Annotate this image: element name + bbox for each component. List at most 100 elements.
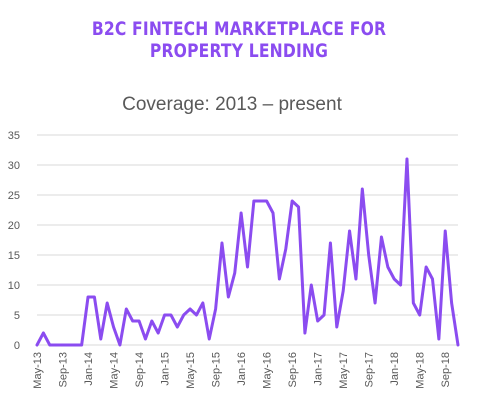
data-point: [61, 343, 64, 347]
y-tick-label: 30: [8, 160, 20, 172]
data-point: [341, 289, 345, 293]
data-point: [112, 325, 115, 329]
data-point: [310, 283, 313, 287]
data-point: [99, 337, 102, 341]
data-point: [444, 229, 447, 233]
data-point: [182, 313, 185, 317]
data-point: [418, 313, 421, 317]
data-point: [386, 265, 390, 269]
data-point: [156, 331, 160, 335]
data-point: [105, 301, 109, 305]
x-tick-label: Jan-16: [236, 352, 248, 386]
data-point: [265, 199, 268, 203]
data-point: [176, 325, 179, 329]
x-tick-label: May-15: [185, 352, 197, 389]
data-point: [297, 205, 300, 209]
data-point: [86, 295, 90, 299]
series-group: [35, 157, 460, 347]
data-point: [450, 301, 453, 305]
x-axis: May-13 Sep-13 Jan-14 May-14 Sep-14 Jan-15 May-…: [32, 352, 452, 389]
data-point: [48, 343, 51, 347]
series-line: [35, 157, 460, 347]
x-tick-label: Sep-13: [58, 352, 70, 387]
data-point: [348, 229, 351, 233]
data-point: [303, 331, 307, 335]
data-point: [80, 343, 83, 347]
x-tick-label: May-17: [338, 352, 350, 389]
x-tick-label: May-16: [262, 352, 274, 389]
data-point: [208, 337, 211, 341]
x-tick-label: May-18: [415, 352, 427, 389]
y-tick-label: 35: [8, 130, 20, 142]
data-point: [271, 211, 275, 215]
data-point: [131, 319, 134, 323]
data-point: [67, 343, 71, 347]
data-point: [316, 319, 319, 323]
data-point: [233, 271, 236, 275]
y-tick-label: 20: [8, 220, 20, 232]
data-point: [412, 301, 415, 305]
x-tick-label: Jan-17: [313, 352, 325, 386]
data-point: [373, 301, 377, 305]
y-tick-label: 15: [8, 250, 20, 262]
data-point: [393, 277, 396, 281]
x-tick-label: Jan-18: [389, 352, 401, 386]
data-point: [259, 199, 262, 203]
data-point: [380, 235, 383, 239]
data-point: [118, 343, 122, 347]
x-tick-label: Sep-18: [440, 352, 452, 387]
data-point: [214, 307, 217, 311]
x-tick-label: May-14: [109, 352, 121, 389]
data-point: [278, 277, 281, 281]
data-point: [405, 157, 409, 161]
x-tick-label: Sep-17: [364, 352, 376, 387]
x-tick-label: May-13: [32, 352, 44, 389]
x-tick-label: Jan-15: [160, 352, 172, 386]
data-point: [137, 319, 141, 323]
data-point: [431, 277, 434, 281]
data-point: [284, 247, 287, 251]
x-tick-label: Sep-14: [134, 352, 146, 387]
chart-title: Coverage: 2013 – present: [122, 94, 342, 115]
x-tick-label: Sep-15: [211, 352, 223, 387]
data-point: [424, 265, 428, 269]
data-point: [74, 343, 77, 347]
data-point: [456, 343, 460, 347]
data-point: [169, 313, 173, 317]
page-title: B2C FINTECH MARKETPLACE FOR PROPERTY LEN…: [91, 18, 387, 62]
data-point: [367, 253, 370, 257]
data-point: [93, 295, 96, 299]
data-point: [42, 331, 45, 335]
data-point: [354, 277, 358, 281]
x-tick-label: Jan-14: [83, 352, 95, 386]
y-tick-label: 25: [8, 190, 20, 202]
data-point: [252, 199, 256, 203]
data-point: [329, 241, 332, 245]
data-point: [290, 199, 294, 203]
data-point: [35, 343, 39, 347]
data-point: [220, 241, 224, 245]
x-tick-label: Sep-16: [287, 352, 299, 387]
data-point: [322, 313, 326, 317]
y-axis: 0 5 10 15 20 25 30 35: [8, 130, 20, 352]
data-point: [150, 319, 154, 323]
data-point: [188, 307, 192, 311]
data-point: [163, 313, 166, 317]
data-point: [239, 211, 243, 215]
y-tick-label: 0: [14, 340, 20, 352]
y-tick-label: 10: [8, 280, 20, 292]
data-point: [361, 187, 364, 191]
data-point: [195, 313, 198, 317]
data-point: [227, 295, 230, 299]
data-point: [125, 307, 128, 311]
gridlines: [37, 134, 458, 346]
data-point: [201, 301, 205, 305]
data-point: [144, 337, 147, 341]
y-tick-label: 5: [14, 310, 20, 322]
data-point: [399, 283, 402, 287]
data-point: [246, 265, 249, 269]
data-point: [437, 337, 441, 341]
data-point: [335, 325, 339, 329]
data-point: [54, 343, 58, 347]
